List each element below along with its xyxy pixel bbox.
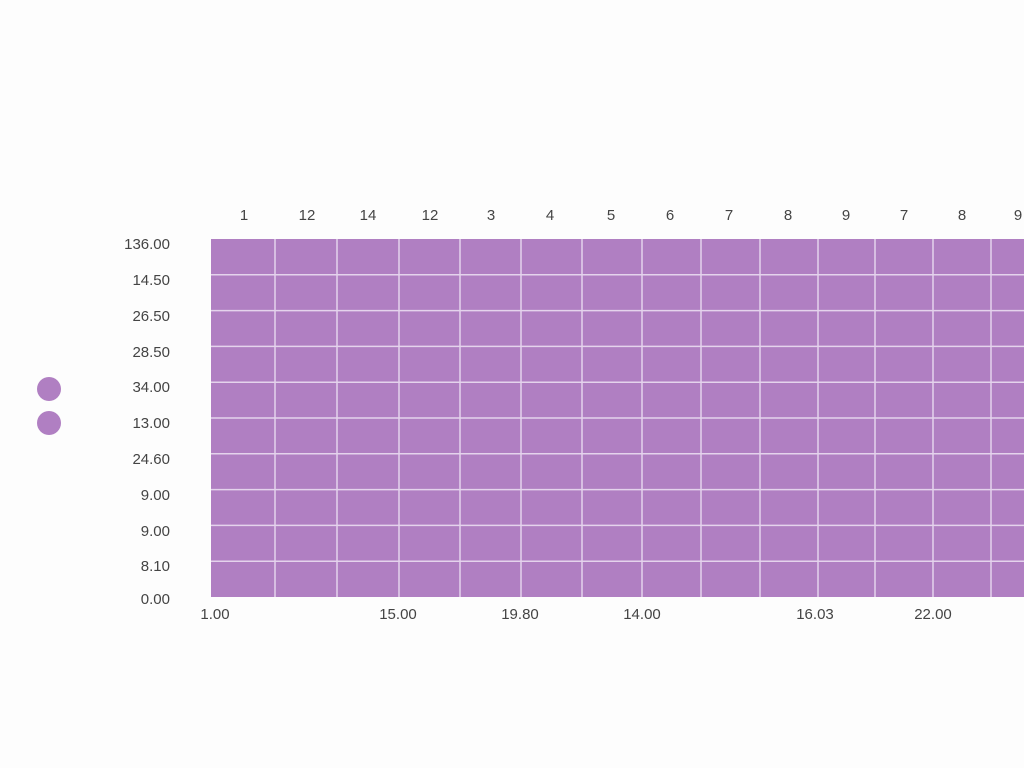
legend-dot: [37, 377, 61, 401]
footer-label: 15.00: [379, 606, 417, 623]
row-label: 28.50: [132, 344, 170, 361]
column-label: 12: [422, 207, 439, 224]
column-label: 9: [842, 207, 850, 224]
row-label: 136.00: [124, 236, 170, 253]
column-label: 5: [607, 207, 615, 224]
footer-label: 22.00: [914, 606, 952, 623]
row-label: 34.00: [132, 379, 170, 396]
column-label: 14: [360, 207, 377, 224]
row-label: 0.00: [141, 591, 170, 608]
column-label: 3: [487, 207, 495, 224]
column-label: 1: [240, 207, 248, 224]
row-label: 8.10: [141, 558, 170, 575]
legend-dot: [37, 411, 61, 435]
column-label: 7: [900, 207, 908, 224]
column-label: 4: [546, 207, 554, 224]
footer-label: 1.00: [200, 606, 229, 623]
footer-label: 19.80: [501, 606, 539, 623]
row-label: 13.00: [132, 415, 170, 432]
row-label: 9.00: [141, 487, 170, 504]
row-label: 24.60: [132, 451, 170, 468]
column-label: 9: [1014, 207, 1022, 224]
footer-label: 14.00: [623, 606, 661, 623]
row-label: 14.50: [132, 272, 170, 289]
column-label: 6: [666, 207, 674, 224]
column-label: 7: [725, 207, 733, 224]
column-label: 8: [784, 207, 792, 224]
row-label: 26.50: [132, 308, 170, 325]
column-label: 8: [958, 207, 966, 224]
row-label: 9.00: [141, 523, 170, 540]
footer-label: 16.03: [796, 606, 834, 623]
column-label: 12: [299, 207, 316, 224]
